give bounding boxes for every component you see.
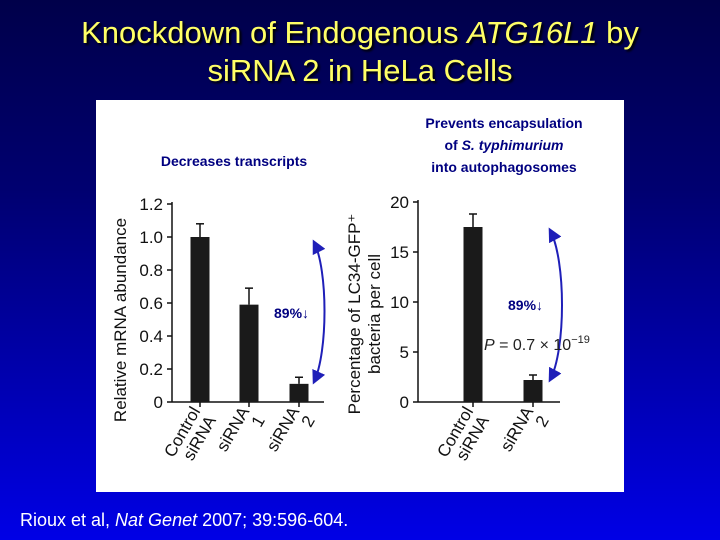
citation: Rioux et al, Nat Genet 2007; 39:596-604.: [20, 510, 348, 531]
category-label-line: 1: [248, 413, 269, 431]
citation-details: 2007; 39:596-604.: [197, 510, 349, 530]
chart-left-title: Decreases transcripts: [161, 153, 308, 169]
title-line-2: siRNA 2 in HeLa Cells: [207, 53, 513, 88]
chart-right-categories: ControlsiRNA siRNA2: [433, 403, 553, 470]
bar: [190, 237, 210, 402]
chart-encapsulation: Prevents encapsulation of S. typhimurium…: [345, 115, 590, 470]
category-label-line: 2: [298, 413, 319, 431]
chart-right-pvalue: P = 0.7 × 10−19: [484, 334, 590, 354]
y-tick-label: 15: [390, 243, 409, 262]
citation-journal: Nat Genet: [115, 510, 198, 530]
chart-left-reduction-arrow: [312, 239, 326, 385]
pvalue-p: P: [484, 337, 495, 354]
y-tick-label: 0.2: [139, 360, 163, 379]
y-tick-label: 0: [400, 393, 409, 412]
y-tick-label: 1.0: [139, 228, 163, 247]
category-label: siRNA2: [497, 403, 553, 464]
y-tick-label: 5: [400, 343, 409, 362]
gene-name: ATG16L1: [467, 15, 598, 50]
category-label: ControlsiRNA: [160, 403, 220, 470]
category-label: ControlsiRNA: [433, 403, 493, 470]
chart-left-annotation: 89%↓: [274, 305, 309, 321]
chart-left-bars: [190, 223, 309, 402]
figure-svg: Decreases transcripts Relative mRNA abun…: [111, 115, 590, 470]
citation-authors: Rioux et al,: [20, 510, 116, 530]
y-tick-label: 10: [390, 293, 409, 312]
y-tick-label: 0.4: [139, 327, 163, 346]
y-tick-label: 1.2: [139, 195, 163, 214]
bar: [463, 227, 483, 402]
chart-right-title-line1: Prevents encapsulation: [425, 115, 582, 131]
chart-right-title-line3: into autophagosomes: [431, 159, 577, 175]
pvalue-text: = 0.7 × 10: [495, 337, 572, 354]
chart-right-title-line2: of S. typhimurium: [444, 137, 563, 153]
category-label-line: siRNA: [497, 403, 538, 455]
slide-title: Knockdown of Endogenous ATG16L1 by siRNA…: [0, 14, 720, 90]
category-label: siRNA1: [213, 403, 269, 464]
chart-right-bars: [463, 213, 543, 402]
category-label-line: 2: [532, 413, 553, 431]
category-label-line: siRNA: [213, 403, 254, 455]
pvalue-exponent: −19: [571, 334, 590, 346]
chart-mrna: Decreases transcripts Relative mRNA abun…: [111, 153, 326, 470]
category-label-line: siRNA: [263, 403, 304, 455]
bar: [239, 304, 259, 402]
chart-right-annotation: 89%↓: [508, 297, 543, 313]
chart-right-ylabel-2: bacteria per cell: [365, 254, 384, 374]
y-tick-label: 20: [390, 193, 409, 212]
bar: [523, 380, 543, 402]
y-tick-label: 0.8: [139, 261, 163, 280]
chart-left-ticks: 0 0.2 0.4 0.6 0.8 1.0 1.2: [139, 195, 300, 412]
figure-panel: Decreases transcripts Relative mRNA abun…: [96, 100, 624, 492]
title-of: of: [444, 137, 461, 153]
chart-left-ylabel: Relative mRNA abundance: [111, 218, 130, 422]
category-label: siRNA2: [263, 403, 319, 464]
y-tick-label: 0.6: [139, 294, 163, 313]
bar: [289, 383, 309, 402]
chart-right-ticks: 0 5 10 15 20: [390, 193, 534, 412]
title-species: S. typhimurium: [462, 137, 564, 153]
chart-right-reduction-arrow: [548, 227, 563, 383]
title-text-end: by: [597, 15, 639, 50]
chart-right-ylabel-1: Percentage of LC34-GFP⁺: [345, 214, 364, 415]
y-tick-label: 0: [154, 393, 163, 412]
title-text: Knockdown of Endogenous: [81, 15, 468, 50]
